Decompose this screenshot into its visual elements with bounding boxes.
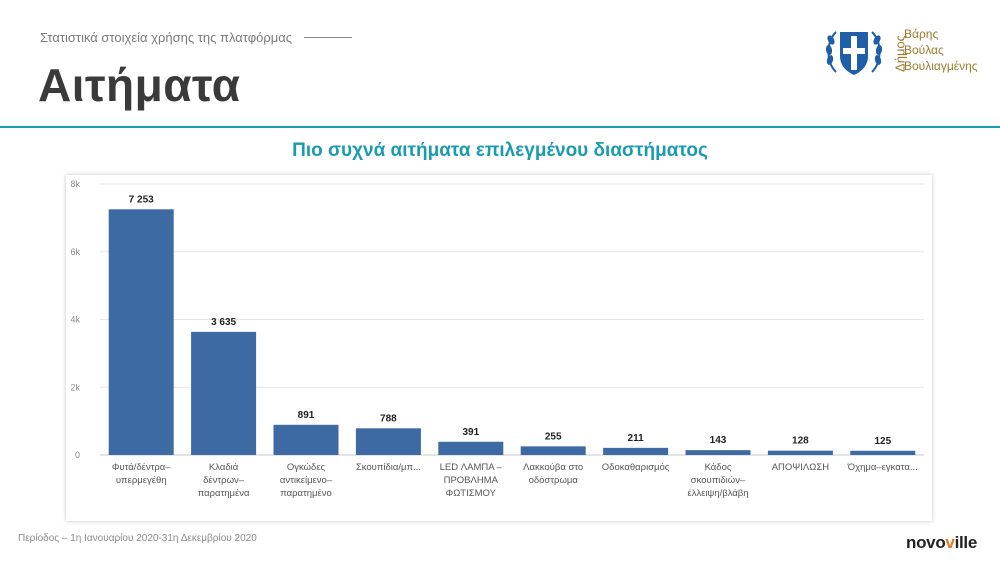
y-tick-label: 8k xyxy=(70,179,80,189)
bar xyxy=(438,441,504,455)
x-tick-label-line: παρατημένα xyxy=(198,488,250,499)
x-tick-label: Όχημα–εγκατα... xyxy=(847,462,918,473)
y-tick-label: 0 xyxy=(75,450,80,460)
bar xyxy=(767,450,833,455)
brand-part-2: ille xyxy=(954,533,978,552)
x-tick-label: Λακκούβα στο οδόστρωμα xyxy=(523,462,583,486)
data-label: 3 635 xyxy=(211,317,236,328)
bar xyxy=(273,424,339,455)
brand-logo: novoville xyxy=(906,533,977,553)
x-tick-label-line: Φυτά/δέντρα– xyxy=(112,462,171,473)
x-tick-label-line: οδόστρωμα xyxy=(529,475,579,486)
x-tick-label: Ογκώδες αντικείμενο– παρατημένο xyxy=(280,462,333,499)
logo-line-3: Βουλιαγμένης xyxy=(904,59,978,73)
x-tick-label-line: αντικείμενο– xyxy=(280,475,333,486)
coat-of-arms-icon xyxy=(825,31,883,75)
x-tick-label-line: δέντρων– xyxy=(203,475,245,486)
page-title: Αιτήματα xyxy=(38,59,241,111)
data-label: 7 253 xyxy=(129,194,154,205)
x-tick-label-line: Ογκώδες xyxy=(287,462,326,473)
x-tick-label-line: έλλειψη/βλάβη xyxy=(687,488,748,499)
bar xyxy=(603,447,669,455)
bar xyxy=(355,428,421,455)
subtitle-text: Στατιστικά στοιχεία χρήσης της πλατφόρμα… xyxy=(40,30,293,45)
x-tick-label-line: ΑΠΟΨΙΛΩΣΗ xyxy=(772,462,829,473)
brand-accent: v xyxy=(945,533,955,552)
x-tick-label-line: Όχημα–εγκατα... xyxy=(847,462,918,473)
logo-line-2: Βούλας xyxy=(904,43,944,57)
data-label: 891 xyxy=(298,410,315,421)
data-label: 125 xyxy=(874,436,891,447)
period-text: Περίοδος – 1η Ιανουαρίου 2020-31η Δεκεμβ… xyxy=(18,533,257,544)
brand-part-1: novo xyxy=(906,533,946,552)
x-tick-label: ΑΠΟΨΙΛΩΣΗ xyxy=(772,462,829,473)
logo-text: Βάρης Βούλας Βουλιαγμένης xyxy=(904,26,978,74)
x-tick-label-line: ΠΡΟΒΛΗΜΑ xyxy=(444,475,499,486)
x-tick-label-line: Λακκούβα στο xyxy=(523,462,583,473)
x-tick-label: Οδοκαθαρισμός xyxy=(602,462,670,473)
data-label: 391 xyxy=(462,427,479,438)
x-tick-label-line: υπερμεγέθη xyxy=(116,475,167,486)
x-tick-label-line: Κάδος xyxy=(705,462,732,473)
logo-line-1: Βάρης xyxy=(904,27,939,41)
municipality-logo: Δήμος Βάρης Βούλας Βουλιαγμένης xyxy=(822,22,992,82)
x-tick-label-line: παρατημένο xyxy=(280,488,332,499)
x-tick-label-line: ΦΩΤΙΣΜΟΥ xyxy=(446,488,497,499)
x-tick-label: Φυτά/δέντρα– υπερμεγέθη xyxy=(112,462,171,486)
header-divider xyxy=(0,126,1000,128)
x-tick-label: Κλαδιά δέντρων– παρατημένα xyxy=(198,462,250,499)
x-tick-label-line: Οδοκαθαρισμός xyxy=(602,462,670,473)
bar xyxy=(685,450,751,455)
bar xyxy=(108,209,174,455)
y-tick-label: 4k xyxy=(70,315,80,325)
x-tick-label-line: σκουπιδιών– xyxy=(691,475,746,486)
data-label: 143 xyxy=(710,435,727,446)
x-tick-label-line: Σκουπίδια/μπ... xyxy=(356,462,421,473)
subtitle-rule xyxy=(304,37,353,38)
page-subtitle: Στατιστικά στοιχεία χρήσης της πλατφόρμα… xyxy=(40,30,353,45)
y-tick-label: 2k xyxy=(70,382,80,392)
bar xyxy=(191,331,257,455)
y-tick-label: 6k xyxy=(70,247,80,257)
bar xyxy=(850,450,916,455)
chart-frame: 0 2k 4k 6k 8k 7 253 Φυτά/δέντρα– υπερμεγέθη 3 63… xyxy=(66,175,932,521)
chart-heading: Πιο συχνά αιτήματα επιλεγμένου διαστήματ… xyxy=(292,140,708,161)
bar-chart: 0 2k 4k 6k 8k 7 253 Φυτά/δέντρα– υπερμεγέθη 3 63… xyxy=(70,179,924,499)
data-label: 128 xyxy=(792,436,809,447)
data-label: 211 xyxy=(628,433,645,444)
data-label: 788 xyxy=(380,413,397,424)
bar xyxy=(520,446,586,455)
x-tick-label: Σκουπίδια/μπ... xyxy=(356,462,421,473)
x-tick-label: LED ΛΑΜΠΑ – ΠΡΟΒΛΗΜΑ ΦΩΤΙΣΜΟΥ xyxy=(440,462,503,499)
x-tick-label-line: Κλαδιά xyxy=(209,462,239,473)
x-tick-label: Κάδος σκουπιδιών– έλλειψη/βλάβη xyxy=(687,462,748,499)
x-tick-label-line: LED ΛΑΜΠΑ – xyxy=(440,462,503,473)
data-label: 255 xyxy=(545,431,562,442)
